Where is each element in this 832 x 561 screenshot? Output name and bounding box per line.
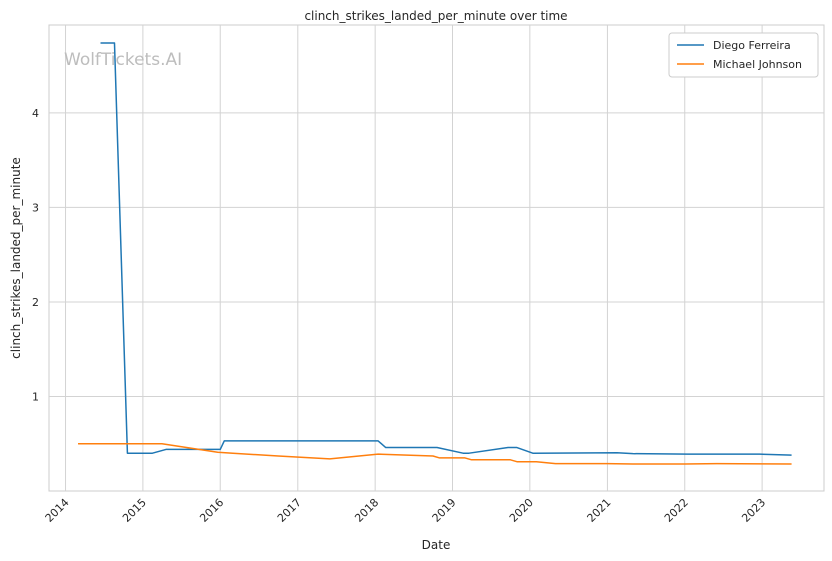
x-tick-label: 2022	[662, 496, 691, 525]
x-tick-label: 2017	[275, 496, 304, 525]
series-line-michael-johnson	[78, 442, 792, 465]
x-tick-label: 2016	[197, 496, 226, 525]
x-tick-label: 2014	[43, 496, 72, 525]
x-tick-labels: 2014 2015 2016 2017 2018 2019 2020 2021 2022 2023	[43, 496, 769, 525]
x-tick-label: 2021	[585, 496, 614, 525]
y-tick-label: 2	[32, 296, 39, 309]
legend: Diego Ferreira Michael Johnson	[668, 32, 819, 78]
grid-layer	[49, 25, 824, 491]
plot-area	[48, 24, 825, 492]
x-tick-label: 2018	[352, 496, 381, 525]
y-tick-label: 3	[32, 201, 39, 214]
legend-label-diego-ferreira: Diego Ferreira	[713, 39, 791, 52]
y-axis-label: clinch_strikes_landed_per_minute	[9, 157, 23, 359]
y-tick-label: 1	[32, 390, 39, 403]
legend-box	[668, 32, 819, 78]
x-tick-label: 2020	[507, 496, 536, 525]
watermark: WolfTickets.AI	[64, 50, 182, 70]
y-tick-labels: 1 2 3 4	[32, 107, 39, 404]
x-tick-label: 2015	[120, 496, 149, 525]
chart-title: clinch_strikes_landed_per_minute over ti…	[304, 9, 567, 23]
series-layer	[78, 42, 792, 465]
y-tick-label: 4	[32, 107, 39, 120]
legend-label-michael-johnson: Michael Johnson	[713, 58, 802, 71]
x-tick-label: 2023	[739, 496, 768, 525]
x-axis-label: Date	[422, 538, 451, 552]
series-line-diego-ferreira	[100, 42, 792, 456]
x-tick-label: 2019	[430, 496, 459, 525]
